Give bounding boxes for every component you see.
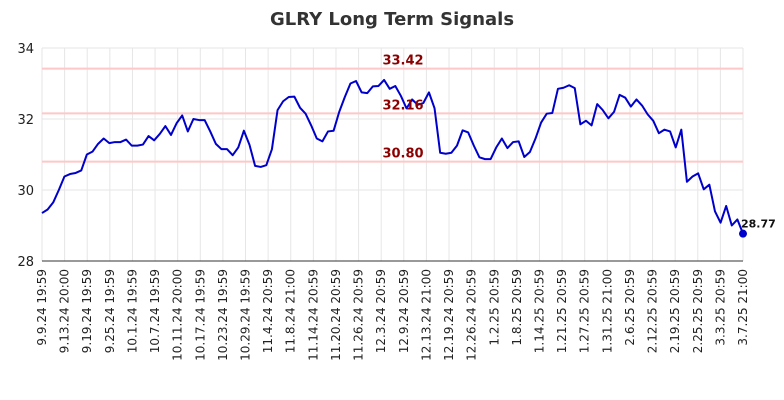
x-tick-label: 10.17.24 19:59 xyxy=(193,269,207,361)
x-tick-label: 2.12.25 20:59 xyxy=(646,269,660,353)
x-tick-label: 10.11.24 20:00 xyxy=(171,269,185,361)
x-tick-label: 10.23.24 19:59 xyxy=(216,269,230,361)
y-tick-label: 32 xyxy=(17,113,34,128)
x-tick-label: 9.9.24 19:59 xyxy=(35,269,49,346)
x-tick-label: 2.25.25 20:59 xyxy=(691,269,705,353)
signal-label: 33.42 xyxy=(382,54,423,69)
x-tick-label: 3.7.25 21:00 xyxy=(736,269,750,346)
x-tick-label: 11.26.24 20:59 xyxy=(352,269,366,361)
signal-label: 30.80 xyxy=(382,147,423,162)
x-tick-label: 12.9.24 20:59 xyxy=(397,269,411,353)
x-tick-label: 11.8.24 21:00 xyxy=(284,269,298,353)
price-series xyxy=(41,78,747,238)
x-tick-label: 10.29.24 19:59 xyxy=(239,269,253,361)
signal-labels: 33.42 32.16 30.80 28.77 xyxy=(382,54,775,231)
x-tick-label: 10.7.24 19:59 xyxy=(148,269,162,353)
axes: 28 30 32 34 9.9.24 19:59 9.13.24 20:00 9.19.24… xyxy=(17,42,750,361)
last-price-point xyxy=(739,229,747,238)
x-tick-label: 11.20.24 20:59 xyxy=(329,269,343,361)
x-tick-label: 12.13.24 21:00 xyxy=(419,269,433,361)
x-tick-label: 1.2.25 20:59 xyxy=(487,269,501,346)
y-tick-label: 28 xyxy=(17,255,34,270)
x-tick-label: 12.3.24 20:59 xyxy=(374,269,388,353)
signal-lines xyxy=(42,67,743,163)
x-tick-label: 9.25.24 19:59 xyxy=(103,269,117,353)
x-tick-label: 12.19.24 20:59 xyxy=(442,269,456,361)
grid xyxy=(41,47,744,262)
last-price-label: 28.77 xyxy=(741,218,776,231)
x-tick-label: 12.26.24 20:59 xyxy=(465,269,479,361)
x-tick-label: 11.4.24 20:59 xyxy=(261,269,275,353)
signal-label: 32.16 xyxy=(382,98,423,113)
x-tick-label: 3.3.25 20:59 xyxy=(713,269,727,346)
y-tick-label: 30 xyxy=(17,184,34,199)
x-tick-label: 2.19.25 20:59 xyxy=(668,269,682,353)
x-tick-label: 2.6.25 20:59 xyxy=(623,269,637,346)
x-tick-label: 1.27.25 20:59 xyxy=(578,269,592,353)
x-tick-label: 9.13.24 20:00 xyxy=(58,269,72,353)
price-line xyxy=(41,78,744,235)
x-tick-label: 11.14.24 20:59 xyxy=(306,269,320,361)
y-tick-label: 34 xyxy=(17,42,34,57)
chart-title: GLRY Long Term Signals xyxy=(270,9,514,30)
x-tick-label: 1.31.25 21:00 xyxy=(600,269,614,353)
x-tick-label: 1.21.25 20:59 xyxy=(555,269,569,353)
x-tick-label: 1.14.25 20:59 xyxy=(532,269,546,353)
x-tick-label: 1.8.25 20:59 xyxy=(510,269,524,346)
x-tick-label: 9.19.24 19:59 xyxy=(80,269,94,353)
x-tick-label: 10.1.24 19:59 xyxy=(125,269,139,353)
